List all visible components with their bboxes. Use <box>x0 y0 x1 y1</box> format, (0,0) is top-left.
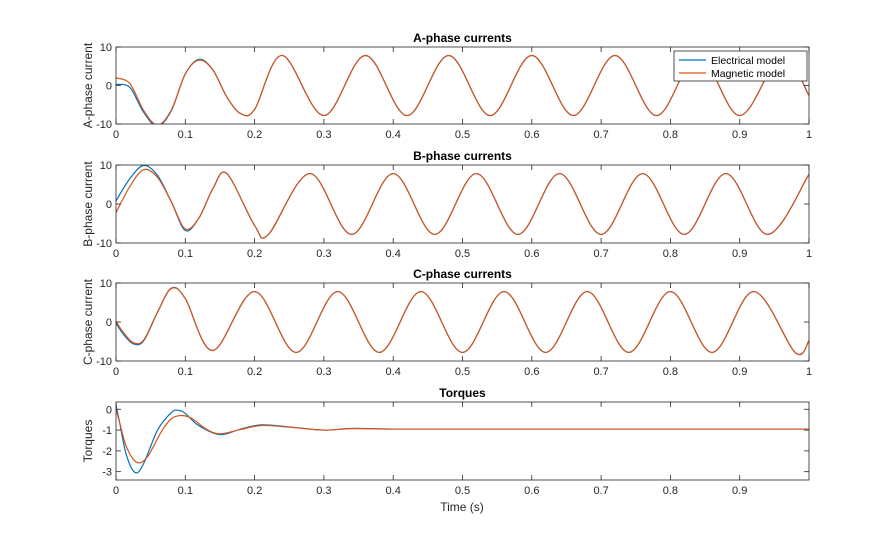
subplot-title: Torques <box>439 386 486 400</box>
x-tick-label: 0.2 <box>247 129 262 141</box>
legend-label: Electrical model <box>711 55 785 67</box>
y-axis-label: B-phase current <box>81 161 95 247</box>
y-axis-label: A-phase current <box>81 42 95 128</box>
x-tick-label: 0.9 <box>732 129 747 141</box>
x-tick-label: 0 <box>113 485 119 497</box>
x-tick-label: 0.9 <box>732 366 747 378</box>
x-tick-label: 0.3 <box>316 129 331 141</box>
x-tick-label: 0 <box>113 366 119 378</box>
y-tick-label: -10 <box>96 356 112 368</box>
x-tick-label: 0.5 <box>455 129 470 141</box>
subplot-3: 0 0.1 0.2 0.3 0.4 0.5 0.6 0.7 0.8 0.9 1-10010C-pha… <box>81 267 812 378</box>
x-tick-label: 0.7 <box>593 485 608 497</box>
y-tick-label: -2 <box>102 446 112 458</box>
x-tick-label: 0.6 <box>524 248 539 260</box>
subplot-title: B-phase currents <box>413 149 512 163</box>
x-tick-label: 1 <box>806 129 812 141</box>
x-tick-label: 0.4 <box>386 366 401 378</box>
x-tick-label: 0 <box>113 248 119 260</box>
x-tick-label: 0.4 <box>386 485 401 497</box>
x-tick-label: 0.1 <box>178 485 193 497</box>
x-tick-label: 0.3 <box>316 366 331 378</box>
x-tick-label: 1 <box>806 366 812 378</box>
y-tick-label: 0 <box>106 317 112 329</box>
x-tick-label: 0.6 <box>524 366 539 378</box>
subplot-4: 0 0.1 0.2 0.3 0.4 0.5 0.6 0.7 0.8 0.9 -3 -2 -1 0 Torqu… <box>81 386 809 497</box>
x-tick-label: 0.3 <box>316 248 331 260</box>
subplot-2: 0 0.1 0.2 0.3 0.4 0.5 0.6 0.7 0.8 0.9 1-10010B-pha… <box>81 149 812 260</box>
x-tick-label: 0.8 <box>663 129 678 141</box>
x-tick-label: 0.1 <box>178 129 193 141</box>
x-tick-label: 0.4 <box>386 248 401 260</box>
x-tick-label: 0.7 <box>593 129 608 141</box>
plot-area <box>116 283 809 361</box>
y-tick-label: 0 <box>106 199 112 211</box>
x-tick-label: 0.3 <box>316 485 331 497</box>
legend-label: Magnetic model <box>711 68 785 80</box>
subplot-title: C-phase currents <box>413 267 512 281</box>
subplot-title: A-phase currents <box>413 31 512 45</box>
x-tick-label: 0.1 <box>178 366 193 378</box>
y-tick-label: -10 <box>96 119 112 131</box>
y-tick-label: 10 <box>100 160 112 172</box>
y-tick-label: -1 <box>102 425 112 437</box>
x-tick-label: 1 <box>806 248 812 260</box>
y-axis-label: Torques <box>81 420 95 463</box>
x-tick-label: 0.5 <box>455 485 470 497</box>
x-tick-label: 0.5 <box>455 366 470 378</box>
x-tick-label: 0.8 <box>663 366 678 378</box>
y-tick-label: 10 <box>100 42 112 54</box>
y-tick-label: -10 <box>96 238 112 250</box>
x-tick-label: 0.5 <box>455 248 470 260</box>
x-axis-label: Time (s) <box>440 500 484 514</box>
x-tick-label: 0.6 <box>524 129 539 141</box>
y-tick-label: 0 <box>106 81 112 93</box>
x-tick-label: 0.7 <box>593 248 608 260</box>
x-tick-label: 0.2 <box>247 485 262 497</box>
x-tick-label: 0 <box>113 129 119 141</box>
y-tick-label: 10 <box>100 278 112 290</box>
y-tick-label: 0 <box>106 404 112 416</box>
x-tick-label: 0.4 <box>386 129 401 141</box>
y-axis-label: C-phase current <box>81 278 95 365</box>
x-tick-label: 0.8 <box>663 248 678 260</box>
plot-area <box>116 402 809 480</box>
x-tick-label: 0.8 <box>663 485 678 497</box>
x-tick-label: 0.1 <box>178 248 193 260</box>
x-tick-label: 0.6 <box>524 485 539 497</box>
x-tick-label: 0.2 <box>247 366 262 378</box>
x-tick-label: 0.9 <box>732 485 747 497</box>
y-tick-label: -3 <box>102 467 112 479</box>
x-tick-label: 0.2 <box>247 248 262 260</box>
x-tick-label: 0.7 <box>593 366 608 378</box>
x-tick-label: 0.9 <box>732 248 747 260</box>
